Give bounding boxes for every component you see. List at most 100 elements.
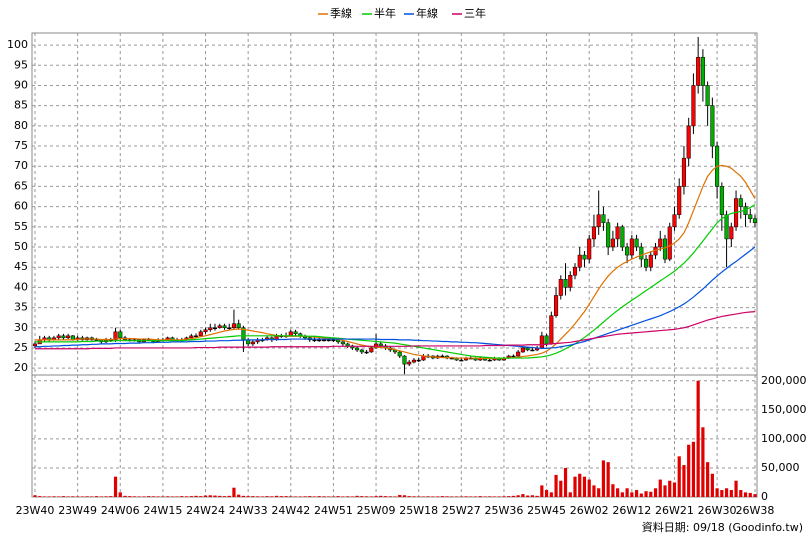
volume-bar bbox=[260, 496, 264, 497]
x-tick-label: 23W40 bbox=[16, 504, 55, 517]
volume-bar bbox=[559, 480, 563, 497]
volume-bar bbox=[208, 495, 212, 497]
candle-body bbox=[198, 331, 203, 337]
volume-bar bbox=[398, 494, 402, 497]
candle-body bbox=[236, 323, 241, 329]
legend-label: 半年 bbox=[374, 6, 396, 20]
candle-body bbox=[572, 266, 578, 276]
volume-bar bbox=[265, 496, 269, 497]
volume-bar bbox=[251, 496, 255, 497]
volume-bar bbox=[710, 473, 714, 497]
x-tick-label: 25W27 bbox=[442, 504, 481, 517]
candle-body bbox=[625, 246, 630, 256]
ma-line bbox=[35, 204, 756, 359]
y-tick-label: 25 bbox=[14, 341, 28, 354]
candle-body bbox=[596, 214, 601, 228]
y-tick-label: 65 bbox=[14, 179, 28, 192]
candle-body bbox=[66, 335, 71, 339]
y-tick-label: 40 bbox=[14, 280, 28, 293]
candle-body bbox=[752, 218, 758, 224]
candle-body bbox=[459, 359, 464, 362]
volume-bar bbox=[549, 492, 553, 497]
candle-body bbox=[32, 343, 38, 347]
y-tick-label: 30 bbox=[14, 321, 28, 334]
volume-bar bbox=[658, 479, 662, 497]
x-tick-label: 24W24 bbox=[186, 504, 225, 517]
volume-bar bbox=[327, 496, 331, 497]
candle-body bbox=[331, 339, 336, 342]
candle-body bbox=[606, 222, 611, 248]
x-tick-label: 24W15 bbox=[143, 504, 182, 517]
volume-bar bbox=[90, 496, 94, 497]
candle-body bbox=[724, 214, 729, 240]
volume-bar bbox=[312, 496, 317, 497]
x-tick-label: 25W45 bbox=[527, 504, 566, 517]
candle-body bbox=[369, 347, 374, 353]
volume-bar bbox=[573, 476, 577, 497]
candle-body bbox=[293, 331, 298, 335]
volume-bar bbox=[497, 496, 501, 497]
volume-bar bbox=[203, 495, 208, 497]
volume-bar bbox=[464, 496, 468, 497]
volume-bar bbox=[199, 496, 203, 497]
volume-bar bbox=[535, 495, 539, 497]
volume-bar bbox=[554, 474, 558, 497]
candle-body bbox=[340, 341, 345, 345]
x-tick-label: 24W33 bbox=[229, 504, 268, 517]
volume-bar bbox=[170, 496, 174, 497]
y-tick-label: 50,000 bbox=[761, 461, 800, 474]
volume-bar bbox=[521, 494, 525, 497]
volume-bar bbox=[222, 496, 227, 497]
y-tick-label: 75 bbox=[14, 139, 28, 152]
candle-body bbox=[591, 226, 596, 240]
y-tick-label: 100,000 bbox=[761, 432, 807, 445]
volume-bar bbox=[734, 480, 738, 497]
volume-bar bbox=[393, 496, 397, 497]
volume-bar bbox=[142, 496, 146, 497]
volume-bar bbox=[99, 496, 103, 497]
y-tick-label: 20 bbox=[14, 361, 28, 374]
volume-bar bbox=[540, 485, 544, 497]
volume-bar bbox=[611, 484, 615, 497]
candle-body bbox=[639, 246, 644, 260]
legend-label: 年線 bbox=[416, 6, 438, 20]
volume-bar bbox=[374, 496, 378, 497]
volume-bar bbox=[706, 462, 710, 497]
y-tick-label: 70 bbox=[14, 159, 28, 172]
volume-bar bbox=[687, 444, 691, 497]
volume-bar bbox=[668, 480, 672, 497]
volume-bar bbox=[85, 496, 89, 497]
candle-body bbox=[686, 125, 691, 159]
volume-bar bbox=[113, 476, 118, 497]
y-tick-label: 90 bbox=[14, 78, 28, 91]
volume-bar bbox=[454, 496, 459, 497]
volume-bar bbox=[166, 496, 170, 497]
candle-body bbox=[364, 351, 369, 354]
x-tick-label: 26W30 bbox=[698, 504, 737, 517]
candle-body bbox=[217, 325, 222, 329]
volume-bar bbox=[132, 496, 137, 497]
volume-bar bbox=[653, 488, 658, 497]
volume-bar bbox=[568, 492, 572, 497]
candle-body bbox=[378, 343, 383, 347]
volume-bar bbox=[317, 496, 321, 497]
candle-body bbox=[321, 339, 326, 342]
y-tick-label: 100 bbox=[7, 38, 28, 51]
candle-body bbox=[222, 325, 227, 329]
candle-body bbox=[203, 329, 208, 333]
volume-bar bbox=[161, 496, 165, 497]
y-tick-label: 60 bbox=[14, 200, 28, 213]
candle-body bbox=[345, 343, 350, 347]
candle-body bbox=[648, 254, 653, 268]
volume-bar bbox=[634, 490, 639, 497]
volume-bar bbox=[431, 496, 435, 497]
volume-bar bbox=[298, 496, 302, 497]
volume-bar bbox=[218, 495, 222, 497]
ma-line bbox=[35, 164, 756, 360]
volume-bar bbox=[270, 496, 274, 497]
candle-body bbox=[250, 341, 255, 345]
candle-body bbox=[61, 335, 66, 339]
volume-bar bbox=[184, 496, 189, 497]
x-tick-label: 24W51 bbox=[314, 504, 353, 517]
candle-body bbox=[658, 238, 663, 248]
